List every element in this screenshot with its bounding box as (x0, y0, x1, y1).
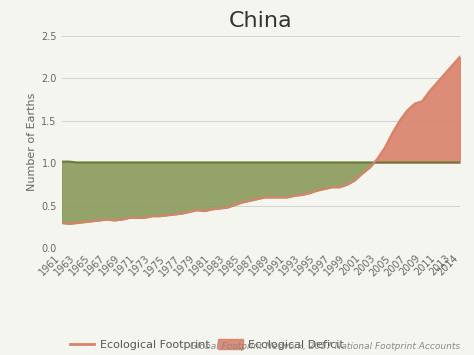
Legend: Ecological Footprint, Biocapacity, Ecological Deficit, Ecological Reserve: Ecological Footprint, Biocapacity, Ecolo… (65, 335, 357, 355)
Text: Global Footprint Network, 2017 National Footprint Accounts: Global Footprint Network, 2017 National … (190, 343, 460, 351)
Y-axis label: Number of Earths: Number of Earths (27, 93, 37, 191)
Title: China: China (229, 11, 292, 31)
